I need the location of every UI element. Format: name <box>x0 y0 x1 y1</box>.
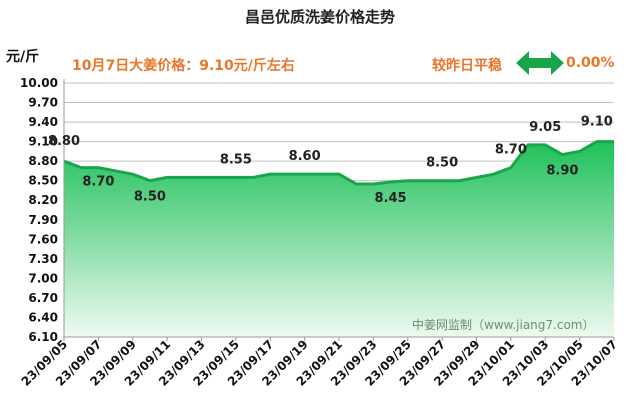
data-label: 8.50 <box>426 156 458 171</box>
price-line <box>63 140 614 186</box>
chart-title: 昌邑优质洗姜价格走势 <box>244 8 395 26</box>
y-tick-label: 6.10 <box>28 330 58 344</box>
y-tick-label: 9.40 <box>28 115 58 129</box>
y-tick-label: 10.00 <box>20 76 58 90</box>
data-label: 8.70 <box>495 143 527 158</box>
y-tick-label: 7.60 <box>28 232 58 246</box>
double-arrow-icon <box>516 51 564 75</box>
price-area <box>64 141 614 337</box>
y-tick-label: 8.20 <box>28 193 58 207</box>
data-label: 9.10 <box>581 115 613 130</box>
data-label: 8.60 <box>289 149 321 164</box>
unit-label: 元/斤 <box>6 49 40 65</box>
y-tick-label: 9.70 <box>28 96 58 110</box>
y-tick-label: 7.30 <box>28 252 58 266</box>
y-tick-label: 8.80 <box>28 154 58 168</box>
data-label: 9.05 <box>529 120 561 135</box>
data-label: 8.50 <box>134 190 166 205</box>
data-label: 8.90 <box>546 164 578 179</box>
data-label: 8.45 <box>375 191 407 206</box>
y-tick-label: 9.10 <box>28 135 58 149</box>
change-label: 较昨日平稳 <box>432 58 502 74</box>
data-label: 8.55 <box>220 152 252 167</box>
y-tick-label: 7.90 <box>28 213 58 227</box>
change-value: 0.00% <box>566 55 615 71</box>
data-label: 8.70 <box>82 175 114 190</box>
data-label: 8.80 <box>48 134 80 149</box>
y-tick-label: 6.70 <box>28 291 58 305</box>
price-headline: 10月7日大姜价格：9.10元/斤左右 <box>72 58 295 74</box>
y-tick-label: 8.50 <box>28 174 58 188</box>
y-tick-label: 6.40 <box>28 310 58 324</box>
watermark: 中姜网监制（www.jiang7.com） <box>412 318 595 332</box>
y-tick-label: 7.00 <box>28 271 58 285</box>
